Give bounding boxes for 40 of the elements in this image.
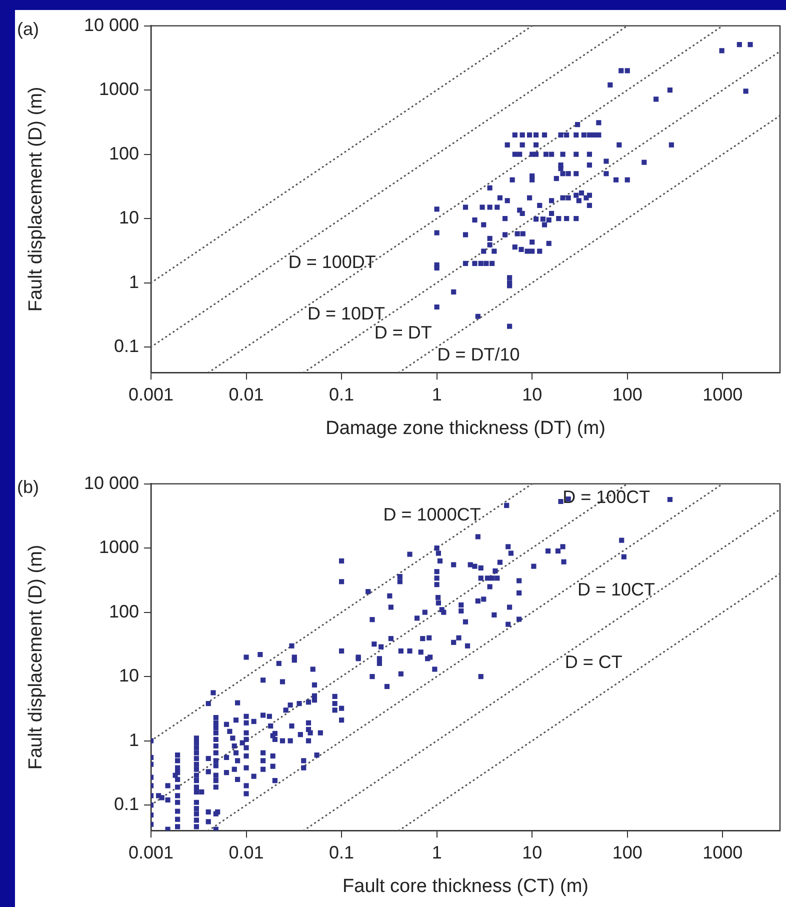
y-tick-label: 10 — [118, 208, 139, 228]
y-tick-label: 10 000 — [84, 472, 139, 493]
y-tick-label: 1 — [128, 730, 139, 750]
x-tick-label: 0.001 — [128, 842, 174, 862]
y-tick-label: 1 — [128, 272, 139, 292]
y-axis-title: Fault displacement (D) (m) — [26, 544, 47, 770]
x-tick-label: 0.001 — [128, 384, 174, 404]
y-tick-label: 0.1 — [114, 336, 139, 356]
x-tick-label: 0.01 — [228, 842, 264, 862]
y-tick-label: 1000 — [98, 537, 139, 558]
y-axis-title: Fault displacement (D) (m) — [26, 86, 47, 312]
x-tick-label: 1000 — [702, 384, 743, 404]
x-axis-title: Fault core thickness (CT) (m) — [342, 876, 588, 897]
x-tick-label: 10 — [522, 384, 542, 404]
x-tick-label: 0.01 — [228, 384, 264, 404]
series-label: D = 100DT — [288, 252, 376, 272]
x-axis-title: Damage zone thickness (DT) (m) — [326, 418, 606, 439]
x-tick-label: 10 — [522, 842, 542, 862]
text: (b) — [17, 476, 39, 497]
series-label: D = 100CT — [562, 486, 650, 507]
x-tick-label: 100 — [612, 384, 642, 404]
series-label: D = 10DT — [308, 303, 386, 324]
y-tick-label: 100 — [108, 143, 139, 164]
series-label: D = 10CT — [578, 579, 656, 600]
x-tick-label: 1000 — [702, 842, 743, 862]
series-label: D = CT — [564, 652, 622, 672]
x-tick-label: 1 — [432, 384, 442, 404]
y-tick-label: 100 — [108, 601, 139, 622]
series-label: D = DT — [374, 322, 432, 343]
y-tick-label: 0.1 — [114, 794, 139, 814]
x-tick-label: 1 — [432, 842, 442, 862]
y-tick-label: 10 000 — [84, 14, 139, 35]
y-tick-label: 10 — [118, 666, 139, 686]
text: (a) — [17, 18, 39, 39]
x-tick-label: 0.1 — [329, 384, 354, 404]
y-tick-label: 1000 — [98, 79, 139, 100]
x-tick-label: 100 — [612, 842, 642, 862]
x-tick-label: 0.1 — [329, 842, 354, 862]
series-label: D = 1000CT — [383, 504, 481, 525]
series-label: D = DT/10 — [437, 344, 520, 364]
